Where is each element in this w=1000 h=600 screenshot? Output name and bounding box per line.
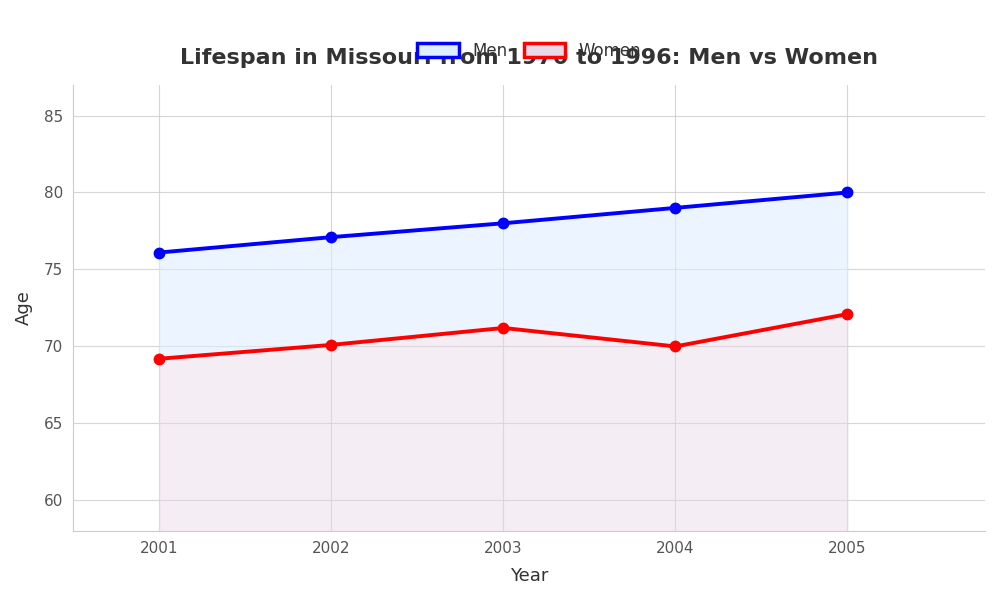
Men: [841, 189, 853, 196]
Men: [325, 233, 337, 241]
Title: Lifespan in Missouri from 1970 to 1996: Men vs Women: Lifespan in Missouri from 1970 to 1996: …: [180, 48, 878, 68]
Women: [841, 311, 853, 318]
X-axis label: Year: Year: [510, 567, 548, 585]
Women: [153, 355, 165, 362]
Men: [497, 220, 509, 227]
Y-axis label: Age: Age: [15, 290, 33, 325]
Women: [669, 343, 681, 350]
Women: [497, 325, 509, 332]
Line: Women: Women: [154, 309, 852, 364]
Men: [153, 249, 165, 256]
Legend: Men, Women: Men, Women: [410, 35, 648, 67]
Line: Men: Men: [154, 188, 852, 257]
Men: [669, 204, 681, 211]
Women: [325, 341, 337, 349]
